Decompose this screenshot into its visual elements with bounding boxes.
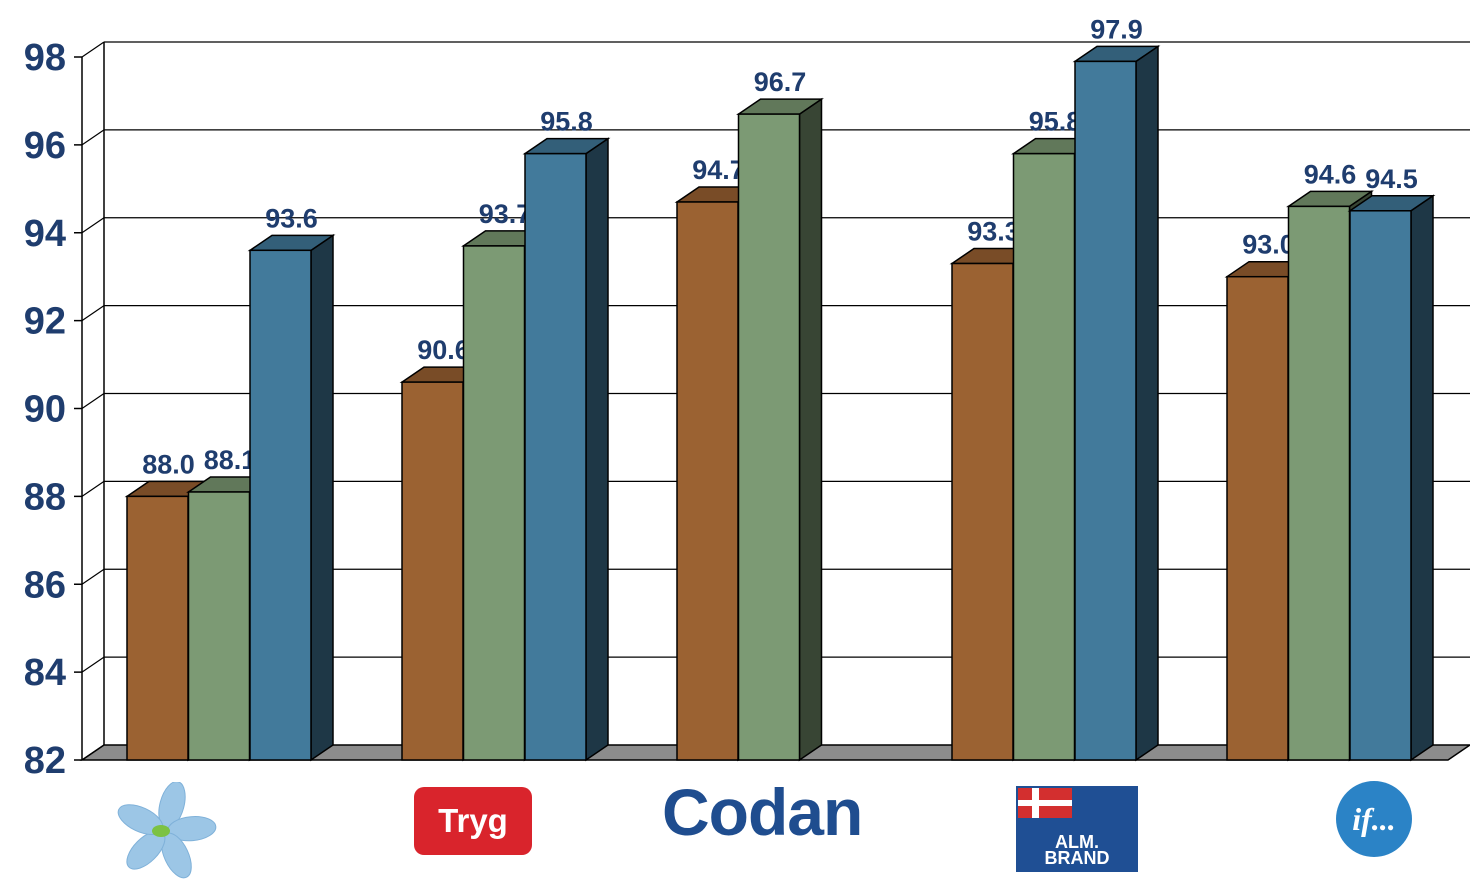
data-label: 90.6 xyxy=(417,335,470,365)
bar xyxy=(187,491,251,761)
bar xyxy=(1349,210,1412,761)
bar xyxy=(1012,152,1076,761)
y-tick-label: 96 xyxy=(24,125,66,167)
data-label: 93.3 xyxy=(967,217,1020,247)
y-tick-label: 84 xyxy=(24,652,66,694)
data-label: 94.7 xyxy=(692,155,745,185)
data-label: 95.8 xyxy=(1029,107,1082,137)
wall-diagonal xyxy=(81,41,105,58)
data-label: 94.6 xyxy=(1304,159,1357,189)
data-label: 93.7 xyxy=(479,199,532,229)
wall-diagonal xyxy=(81,305,105,322)
wall-diagonal xyxy=(81,656,105,673)
wall-diagonal xyxy=(81,129,105,146)
bar xyxy=(401,381,464,761)
data-label: 96.7 xyxy=(754,67,807,97)
y-tick-label: 90 xyxy=(24,389,66,431)
wall-diagonal xyxy=(81,480,105,497)
data-label: 88.1 xyxy=(204,445,257,475)
bar xyxy=(1287,205,1351,761)
flower-logo xyxy=(112,781,218,880)
data-label: 95.8 xyxy=(540,107,593,137)
y-tick-label: 94 xyxy=(24,213,66,255)
wall-diagonal xyxy=(81,217,105,234)
data-label: 88.0 xyxy=(142,449,195,479)
bar xyxy=(951,262,1014,761)
y-tick-label: 98 xyxy=(24,37,66,79)
data-label: 97.9 xyxy=(1090,14,1143,44)
bar xyxy=(249,249,312,761)
codan-logo: Codan xyxy=(662,775,863,849)
if-logo: if... xyxy=(1336,781,1412,857)
bar xyxy=(1074,60,1137,761)
data-label: 94.5 xyxy=(1365,164,1418,194)
y-tick-label: 86 xyxy=(24,564,66,606)
y-tick-label: 88 xyxy=(24,476,66,518)
bar xyxy=(1226,275,1289,761)
wall-diagonal xyxy=(81,568,105,585)
wall-diagonal xyxy=(81,744,105,761)
data-label: 93.0 xyxy=(1242,230,1295,260)
bar-side xyxy=(1410,194,1434,762)
alm-brand-line2: BRAND xyxy=(1044,848,1110,868)
tryg-logo: Tryg xyxy=(414,787,532,855)
bar-side xyxy=(585,137,609,762)
bar-side xyxy=(798,97,823,762)
bar xyxy=(737,113,801,761)
bar-side xyxy=(310,233,334,762)
bar xyxy=(462,245,526,761)
y-tick-label: 92 xyxy=(24,301,66,343)
bar xyxy=(676,201,739,761)
bar xyxy=(126,495,189,761)
alm-brand-line1: ALM. xyxy=(1055,832,1099,852)
y-tick-label: 82 xyxy=(24,740,66,782)
alm-brand-logo: ALM. BRAND xyxy=(1016,786,1138,872)
bar xyxy=(524,152,587,761)
bar-side xyxy=(1135,44,1159,762)
danish-flag-icon xyxy=(1018,788,1072,818)
wall-diagonal xyxy=(81,393,105,409)
data-label: 93.6 xyxy=(265,203,318,233)
